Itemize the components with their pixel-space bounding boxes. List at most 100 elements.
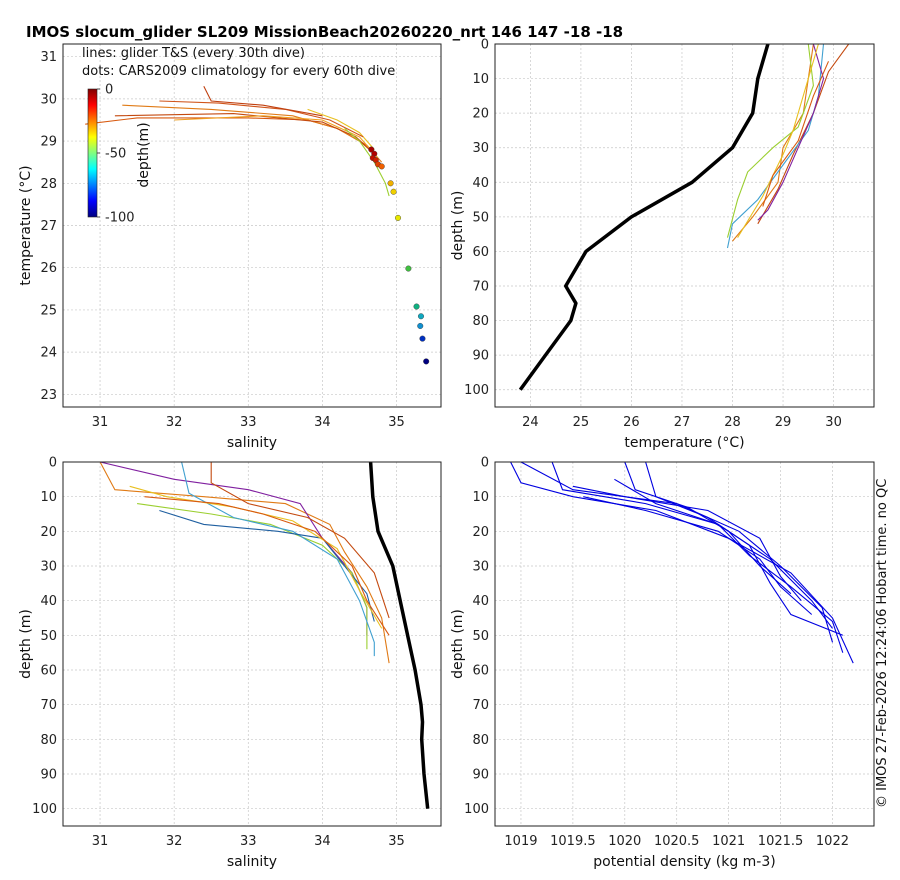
y-tick-label: 24: [40, 346, 57, 361]
y-tick-label: 20: [40, 525, 57, 540]
glider-profile-line: [114, 113, 375, 155]
glider-profile-line: [307, 108, 375, 150]
y-tick-label: 30: [40, 560, 57, 575]
y-tick-label: 60: [472, 664, 489, 679]
climatology-profile-line: [518, 44, 770, 391]
y-tick-label: 50: [40, 629, 57, 644]
y-tick-label: 10: [472, 72, 489, 87]
x-tick-label: 1021.5: [758, 834, 804, 849]
glider-profile-line: [344, 127, 390, 197]
glider-profile-line: [129, 485, 383, 629]
y-tick-label: 30: [40, 92, 57, 107]
glider-profile-line: [645, 462, 844, 636]
y-tick-label: 31: [40, 50, 57, 65]
y-axis-label: depth (m): [450, 191, 466, 261]
colorbar-tick-label: -100: [105, 211, 135, 226]
glider-profile-line: [181, 462, 375, 657]
climatology-dot: [387, 180, 394, 187]
y-tick-label: 0: [481, 456, 489, 471]
y-tick-label: 10: [472, 490, 489, 505]
y-tick-label: 60: [40, 664, 57, 679]
x-tick-label: 31: [92, 834, 109, 849]
climatology-dot: [417, 313, 424, 320]
x-tick-label: 1022: [816, 834, 849, 849]
plot-area: [85, 85, 430, 365]
glider-profile-line: [757, 44, 825, 221]
plot-area: [99, 462, 430, 809]
y-tick-label: 25: [40, 303, 57, 318]
glider-profile-line: [144, 496, 390, 636]
salinity-profile-panel: 31 32 33 34 35 0 10 20 30 40 50 60 70 80 90 100 salinity…: [18, 456, 442, 870]
glider-profile-line: [726, 44, 814, 238]
colorbar-tick-label: -50: [105, 147, 126, 162]
axes-frame: [62, 43, 442, 408]
x-tick-label: 1021: [712, 834, 745, 849]
y-tick-label: 90: [40, 768, 57, 783]
x-axis-label: salinity: [227, 435, 277, 451]
y-tick-label: 70: [472, 280, 489, 295]
climatology-dot: [405, 265, 412, 272]
glider-profile-line: [762, 61, 830, 207]
y-axis-label: depth (m): [450, 609, 466, 679]
y-tick-label: 40: [472, 176, 489, 191]
ts-diagram-panel: 31 32 33 34 35 23 24 25 26 27 28 29 30 31 salinity temp…: [18, 43, 442, 451]
glider-profile-line: [624, 462, 792, 595]
y-tick-label: 50: [472, 210, 489, 225]
climatology-dot: [423, 358, 430, 365]
plot-area: [518, 44, 850, 391]
x-tick-label: 27: [674, 415, 691, 430]
axes-frame: [62, 461, 442, 827]
x-tick-label: 32: [166, 834, 183, 849]
glider-profile-line: [757, 44, 850, 225]
colorbar-label: depth(m): [136, 122, 152, 187]
x-tick-label: 26: [623, 415, 640, 430]
y-tick-label: 20: [472, 525, 489, 540]
y-tick-label: 80: [40, 733, 57, 748]
legend-annotation: lines: glider T&S (every 30th dive): [82, 46, 305, 61]
colorbar: [87, 88, 98, 218]
glider-profile-line: [85, 117, 375, 155]
y-axis-label: depth (m): [18, 609, 34, 679]
y-tick-label: 30: [472, 560, 489, 575]
y-tick-label: 40: [472, 594, 489, 609]
climatology-profile-line: [368, 462, 430, 809]
y-tick-label: 29: [40, 135, 57, 150]
y-tick-label: 26: [40, 261, 57, 276]
y-tick-label: 70: [472, 698, 489, 713]
x-tick-label: 25: [573, 415, 590, 430]
x-tick-label: 31: [92, 415, 109, 430]
glider-profile-line: [520, 462, 834, 643]
x-tick-label: 24: [522, 415, 539, 430]
y-tick-label: 90: [472, 768, 489, 783]
x-tick-label: 35: [388, 834, 405, 849]
axes-frame: [494, 43, 875, 408]
x-tick-label: 1019: [504, 834, 537, 849]
x-tick-label: 1019.5: [550, 834, 596, 849]
glider-profile-line: [99, 462, 390, 664]
y-tick-label: 30: [472, 141, 489, 156]
x-axis-label: potential density (kg m-3): [593, 854, 775, 870]
climatology-dot: [417, 322, 424, 329]
x-tick-label: 28: [724, 415, 741, 430]
glider-profile-line: [551, 462, 833, 629]
y-tick-label: 100: [464, 802, 489, 817]
y-tick-label: 0: [49, 456, 57, 471]
glider-profile-line: [583, 496, 813, 615]
x-tick-label: 29: [775, 415, 792, 430]
climatology-dot: [413, 303, 420, 310]
glider-profile-line: [510, 462, 854, 664]
x-tick-label: 1020.5: [654, 834, 700, 849]
y-tick-label: 60: [472, 245, 489, 260]
y-tick-label: 50: [472, 629, 489, 644]
side-note: © IMOS 27-Feb-2026 12:24:06 Hobart time.…: [875, 479, 890, 808]
axes-frame: [494, 461, 875, 827]
glider-profile-line: [210, 462, 390, 619]
y-tick-label: 80: [472, 314, 489, 329]
colorbar-tick-label: 0: [105, 83, 113, 98]
temperature-profile-panel: 24 25 26 27 28 29 30 0 10 20 30 40 50 60 70 80 90 100 temp…: [450, 38, 875, 451]
legend-annotation: dots: CARS2009 climatology for every 60t…: [82, 64, 395, 79]
y-tick-label: 23: [40, 388, 57, 403]
y-tick-label: 20: [472, 107, 489, 122]
x-axis-label: temperature (°C): [624, 435, 744, 451]
y-tick-label: 27: [40, 219, 57, 234]
